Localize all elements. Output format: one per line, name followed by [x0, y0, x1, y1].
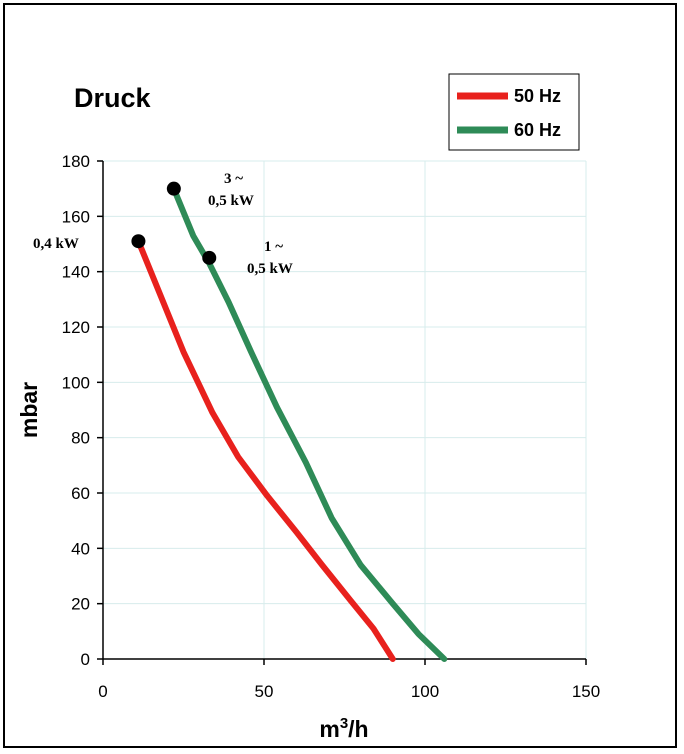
legend-box	[448, 73, 580, 151]
annotation-0-4kw: 0,4 kW	[33, 236, 79, 252]
tick-labels: 0 20 40 60 80 100 120 140 160 180 0 50 100 150	[62, 152, 601, 701]
y-tick-label-60: 60	[71, 484, 90, 503]
y-tick-label-40: 40	[71, 539, 90, 558]
x-tick-label-150: 150	[572, 682, 600, 701]
x-tick-label-0: 0	[98, 682, 107, 701]
y-tick-label-80: 80	[71, 429, 90, 448]
x-tick-label-100: 100	[411, 682, 439, 701]
axes	[97, 160, 587, 665]
annotation-1phase-line2: 0,5 kW	[247, 261, 293, 277]
series-line-50hz	[135, 238, 396, 662]
markers	[131, 181, 217, 265]
data-marker-1	[166, 181, 181, 196]
annotations: 0,4 kW 3 ~ 0,5 kW 1 ~ 0,5 kW	[33, 171, 293, 277]
y-tick-label-160: 160	[62, 207, 90, 226]
data-marker-2	[202, 250, 217, 265]
grid-lines	[103, 160, 587, 659]
legend-label-50hz: 50 Hz	[514, 86, 561, 106]
legend-label-60hz: 60 Hz	[514, 120, 561, 140]
y-axis-label: mbar	[16, 382, 42, 438]
chart-title: Druck	[74, 83, 152, 113]
x-axis-label: m3/h	[319, 715, 368, 742]
y-tick-label-120: 120	[62, 318, 90, 337]
legend: 50 Hz 60 Hz	[448, 73, 580, 151]
annotation-1phase-line1: 1 ~	[264, 239, 283, 255]
series-lines	[135, 185, 448, 662]
y-tick-label-20: 20	[71, 595, 90, 614]
x-tick-label-50: 50	[255, 682, 274, 701]
y-tick-label-140: 140	[62, 263, 90, 282]
data-marker-0	[131, 234, 146, 249]
y-tick-label-0: 0	[81, 650, 90, 669]
y-tick-label-100: 100	[62, 373, 90, 392]
annotation-3phase-line1: 3 ~	[224, 171, 243, 187]
annotation-3phase-line2: 0,5 kW	[208, 193, 254, 209]
y-tick-label-180: 180	[62, 152, 90, 171]
